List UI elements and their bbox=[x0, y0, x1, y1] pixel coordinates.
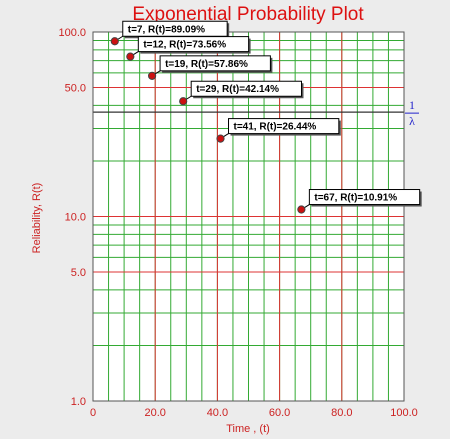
data-point-group: t=12, R(t)=73.56% bbox=[126, 36, 251, 61]
y-axis-label: Reliability, R(t) bbox=[31, 183, 43, 254]
y-tick-label: 100.0 bbox=[58, 27, 86, 39]
data-point bbox=[179, 97, 188, 106]
data-point-group: t=29, R(t)=42.14% bbox=[179, 80, 304, 106]
data-point-group: t=19, R(t)=57.86% bbox=[147, 55, 273, 80]
data-point bbox=[297, 205, 306, 214]
x-tick-label: 60.0 bbox=[269, 407, 290, 419]
y-tick-label: 10.0 bbox=[65, 212, 86, 224]
x-axis-label: Time , (t) bbox=[226, 423, 270, 435]
callout-box bbox=[137, 36, 250, 53]
callout-box bbox=[308, 189, 421, 206]
data-point bbox=[110, 37, 119, 46]
data-point-group: t=7, R(t)=89.09% bbox=[110, 20, 230, 46]
x-tick-label: 80.0 bbox=[331, 407, 352, 419]
x-tick-label: 100.0 bbox=[390, 407, 418, 419]
callout-box bbox=[159, 55, 271, 72]
y-tick-label: 1.0 bbox=[71, 396, 86, 408]
data-label: t=29, R(t)=42.14% bbox=[196, 84, 279, 95]
callout-box bbox=[228, 118, 340, 135]
reference-label-denominator: λ bbox=[409, 114, 415, 128]
data-label: t=19, R(t)=57.86% bbox=[165, 59, 248, 70]
x-tick-label: 20.0 bbox=[144, 407, 165, 419]
data-label: t=12, R(t)=73.56% bbox=[143, 40, 226, 51]
data-point bbox=[126, 52, 135, 61]
callout-box bbox=[190, 80, 302, 97]
reference-label-numerator: 1 bbox=[409, 98, 415, 112]
data-point bbox=[147, 71, 157, 80]
plot-area: 1 λ 0 20.0 40.0 60.0 80.0 100.0 1.0 5.0 10.0 50.0 10… bbox=[58, 20, 422, 419]
y-tick-label: 50.0 bbox=[65, 83, 86, 95]
data-point-group: t=67, R(t)=10.91% bbox=[297, 189, 422, 214]
x-tick-label: 0 bbox=[90, 407, 96, 419]
y-tick-label: 5.0 bbox=[71, 267, 86, 279]
data-label: t=41, R(t)=26.44% bbox=[234, 122, 317, 133]
x-tick-label: 40.0 bbox=[207, 407, 228, 419]
data-point-group: t=41, R(t)=26.44% bbox=[216, 118, 341, 143]
chart-title: Exponential Probability Plot bbox=[132, 4, 364, 25]
data-label: t=7, R(t)=89.09% bbox=[128, 24, 205, 35]
plot-border bbox=[92, 31, 405, 402]
data-label: t=67, R(t)=10.91% bbox=[314, 193, 397, 204]
data-point bbox=[216, 134, 225, 143]
